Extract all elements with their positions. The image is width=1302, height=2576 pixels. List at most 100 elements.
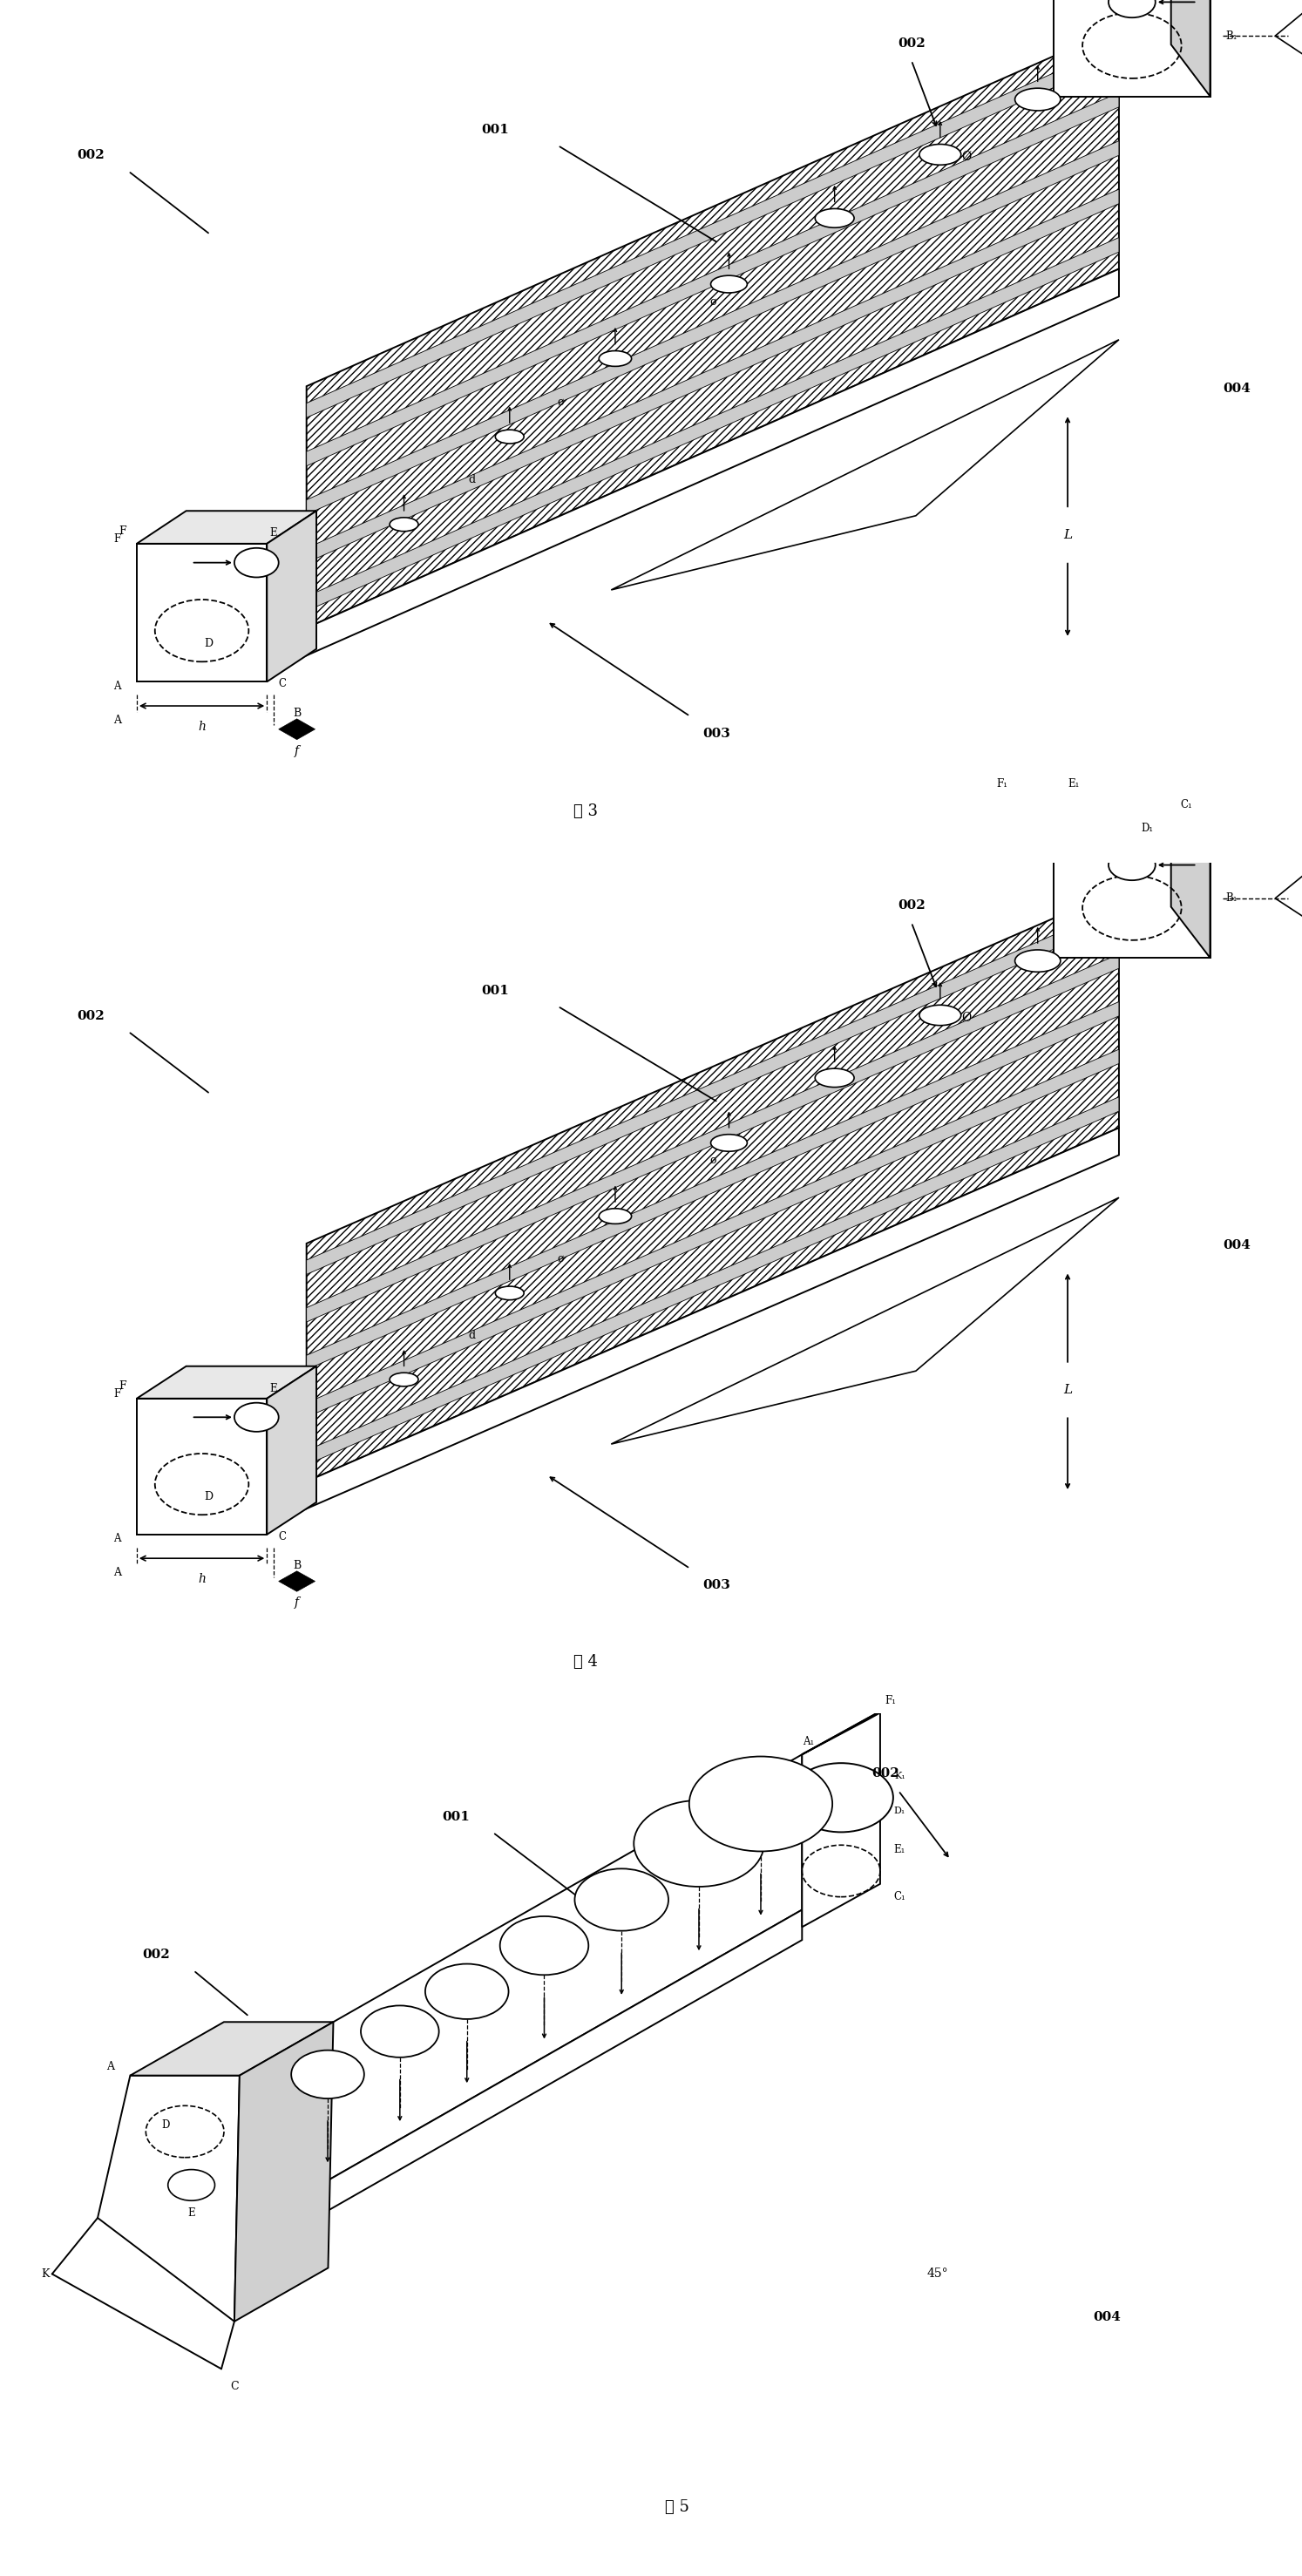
Text: h: h (198, 721, 206, 732)
Text: 004: 004 (1223, 1239, 1251, 1252)
Polygon shape (306, 44, 1118, 417)
Text: C₁: C₁ (1181, 799, 1193, 811)
Polygon shape (279, 1571, 315, 1592)
Polygon shape (306, 237, 1118, 611)
Polygon shape (306, 93, 1118, 466)
Text: f: f (294, 744, 299, 757)
Circle shape (234, 549, 279, 577)
Text: K₁: K₁ (894, 1772, 905, 1780)
Text: F: F (113, 533, 121, 546)
Text: K: K (42, 2269, 49, 2280)
Text: C: C (230, 2380, 238, 2391)
Text: E₁: E₁ (894, 1844, 905, 1855)
Text: 002: 002 (897, 36, 926, 49)
Text: B: B (293, 708, 301, 719)
Text: C₁: C₁ (893, 1891, 906, 1904)
Text: B₁: B₁ (1225, 31, 1237, 41)
Text: 003: 003 (702, 1579, 730, 1592)
Text: D₁: D₁ (1142, 822, 1154, 835)
Polygon shape (137, 1399, 267, 1535)
Circle shape (789, 1762, 893, 1832)
Circle shape (1108, 850, 1155, 881)
Text: 001: 001 (480, 984, 509, 997)
Polygon shape (98, 2076, 240, 2321)
Text: 001: 001 (441, 1811, 470, 1824)
Text: L: L (1064, 1383, 1072, 1396)
Text: D: D (204, 1492, 212, 1502)
Text: 45°: 45° (927, 2267, 948, 2280)
Text: 002: 002 (871, 1767, 900, 1780)
Polygon shape (306, 907, 1118, 1275)
Text: ø: ø (710, 296, 716, 307)
Text: d: d (469, 1329, 475, 1342)
Circle shape (500, 1917, 589, 1976)
Polygon shape (1275, 0, 1302, 209)
Text: E₁: E₁ (1068, 778, 1079, 788)
Circle shape (574, 1868, 668, 1932)
Text: C: C (277, 1530, 286, 1543)
Ellipse shape (711, 276, 747, 294)
Polygon shape (306, 188, 1118, 562)
Circle shape (1108, 0, 1155, 18)
Polygon shape (137, 1365, 316, 1399)
Text: h: h (198, 1571, 206, 1584)
Text: A: A (113, 716, 121, 726)
Text: ø: ø (557, 397, 564, 407)
Polygon shape (286, 1909, 802, 2233)
Circle shape (234, 1404, 279, 1432)
Text: 001: 001 (480, 124, 509, 137)
Text: D: D (161, 2120, 169, 2130)
Text: 004: 004 (1092, 2311, 1121, 2324)
Ellipse shape (919, 144, 961, 165)
Ellipse shape (815, 209, 854, 227)
Polygon shape (234, 2022, 333, 2321)
Polygon shape (1053, 0, 1210, 95)
Text: D₁: D₁ (894, 1806, 905, 1816)
Text: f: f (294, 1597, 299, 1607)
Circle shape (426, 1963, 509, 2020)
Polygon shape (279, 719, 315, 739)
Ellipse shape (495, 430, 523, 443)
Text: E: E (270, 528, 277, 538)
Polygon shape (1053, 840, 1210, 958)
Text: D: D (204, 639, 212, 649)
Circle shape (634, 1801, 764, 1886)
Text: 004: 004 (1223, 381, 1251, 394)
Polygon shape (306, 28, 1118, 629)
Text: 002: 002 (897, 899, 926, 912)
Polygon shape (137, 510, 316, 544)
Polygon shape (306, 889, 1118, 1481)
Text: 002: 002 (142, 1947, 171, 1960)
Text: Ø: Ø (962, 149, 971, 162)
Polygon shape (306, 268, 1118, 654)
Text: 图 4: 图 4 (574, 1654, 598, 1669)
Ellipse shape (1016, 951, 1060, 971)
Ellipse shape (815, 1069, 854, 1087)
Ellipse shape (1016, 88, 1060, 111)
Circle shape (292, 2050, 365, 2099)
Text: Ø: Ø (962, 1012, 971, 1023)
Polygon shape (306, 1097, 1118, 1466)
Text: A: A (107, 2061, 115, 2074)
Polygon shape (306, 953, 1118, 1321)
Text: A: A (113, 1566, 121, 1579)
Text: 图 5: 图 5 (665, 2499, 689, 2514)
Polygon shape (306, 1002, 1118, 1370)
Text: F: F (118, 526, 126, 536)
Text: B: B (293, 1561, 301, 1571)
Polygon shape (1275, 685, 1302, 1069)
Ellipse shape (919, 1005, 961, 1025)
Text: B₁: B₁ (1225, 894, 1237, 904)
Text: E: E (270, 1383, 277, 1394)
Ellipse shape (495, 1285, 523, 1301)
Text: ø: ø (557, 1252, 564, 1265)
Text: C: C (277, 677, 286, 690)
Polygon shape (611, 340, 1118, 590)
Polygon shape (1170, 788, 1210, 958)
Text: F₁: F₁ (885, 1695, 896, 1708)
Text: A: A (113, 1533, 121, 1546)
Polygon shape (306, 1048, 1118, 1417)
Polygon shape (130, 2022, 333, 2076)
Ellipse shape (599, 1208, 631, 1224)
Polygon shape (1014, 788, 1210, 840)
